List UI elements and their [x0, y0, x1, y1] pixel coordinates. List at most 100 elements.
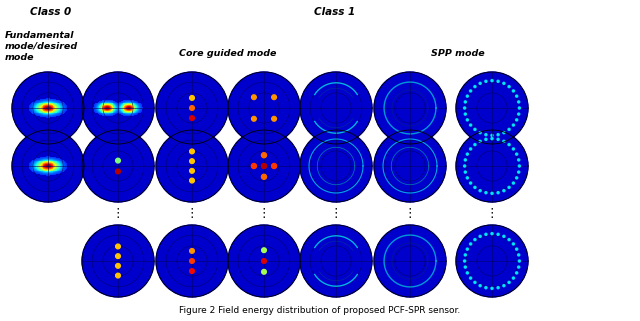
Bar [55, 105, 56, 106]
Bar [54, 111, 55, 112]
Bar [60, 101, 61, 102]
Bar [58, 161, 59, 162]
Bar [126, 102, 127, 103]
Bar [40, 157, 41, 158]
Bar [115, 102, 116, 103]
Bar [135, 114, 136, 115]
Circle shape [508, 85, 510, 88]
Bar [55, 173, 56, 174]
Bar [61, 162, 63, 163]
Bar [36, 112, 37, 113]
Bar [36, 113, 37, 114]
Bar [44, 166, 45, 167]
Bar [113, 107, 115, 108]
Circle shape [467, 272, 468, 274]
Bar [115, 107, 116, 108]
Bar [52, 99, 54, 100]
Bar [51, 168, 52, 169]
Bar [66, 109, 67, 110]
Bar [105, 103, 106, 104]
Bar [56, 112, 57, 113]
Bar [138, 106, 139, 107]
Bar [131, 102, 132, 103]
Bar [129, 104, 130, 105]
Bar [36, 167, 37, 168]
Bar [138, 107, 139, 108]
Bar [98, 103, 99, 104]
Bar [126, 113, 127, 114]
Bar [49, 101, 50, 102]
Bar [29, 167, 30, 168]
Bar [49, 107, 50, 108]
Bar [48, 109, 49, 110]
Bar [57, 168, 58, 169]
Bar [121, 113, 122, 114]
Bar [41, 115, 42, 116]
Bar [33, 170, 35, 171]
Bar [41, 161, 42, 162]
Bar [55, 109, 56, 110]
Bar [134, 113, 135, 114]
Bar [135, 105, 136, 106]
Bar [33, 169, 35, 170]
Bar [102, 106, 104, 107]
Bar [42, 174, 44, 175]
Bar [104, 100, 105, 101]
Circle shape [464, 159, 467, 161]
Bar [65, 164, 67, 165]
Bar [135, 112, 136, 113]
Bar [65, 109, 67, 110]
Bar [139, 102, 140, 103]
Bar [99, 114, 100, 115]
Bar [97, 108, 98, 109]
Bar [42, 111, 44, 112]
Bar [97, 110, 98, 111]
Bar [66, 106, 67, 107]
Bar [140, 106, 141, 107]
Bar [56, 167, 57, 168]
Bar [58, 113, 59, 114]
Circle shape [512, 277, 515, 279]
Bar [65, 105, 67, 106]
Bar [35, 101, 36, 102]
Bar [44, 168, 45, 169]
Bar [52, 108, 54, 109]
Bar [104, 105, 105, 106]
Bar [55, 167, 56, 168]
Bar [126, 106, 127, 107]
Bar [50, 111, 51, 112]
Bar [128, 111, 129, 112]
Bar [33, 113, 35, 114]
Bar [113, 103, 115, 104]
Bar [61, 164, 63, 165]
Bar [39, 111, 40, 112]
Bar [61, 171, 63, 172]
Bar [129, 114, 130, 115]
Bar [38, 162, 39, 163]
Bar [108, 112, 109, 113]
Bar [63, 108, 65, 109]
Bar [38, 108, 39, 109]
Bar [58, 115, 59, 116]
Bar [111, 104, 113, 105]
Bar [139, 108, 140, 109]
Circle shape [474, 128, 476, 130]
Bar [35, 167, 36, 168]
Bar [57, 111, 58, 112]
Bar [44, 164, 45, 165]
Bar [35, 113, 36, 114]
Bar [58, 102, 59, 103]
Bar [106, 102, 107, 103]
Bar [140, 111, 141, 112]
Bar [61, 168, 63, 169]
Bar [42, 113, 44, 114]
Bar [102, 109, 104, 110]
Bar [120, 104, 121, 105]
Bar [35, 112, 36, 113]
Bar [65, 163, 67, 164]
Bar [56, 164, 57, 165]
Bar [134, 102, 135, 103]
Bar [65, 167, 67, 168]
Bar [38, 109, 39, 110]
Bar [47, 171, 48, 172]
